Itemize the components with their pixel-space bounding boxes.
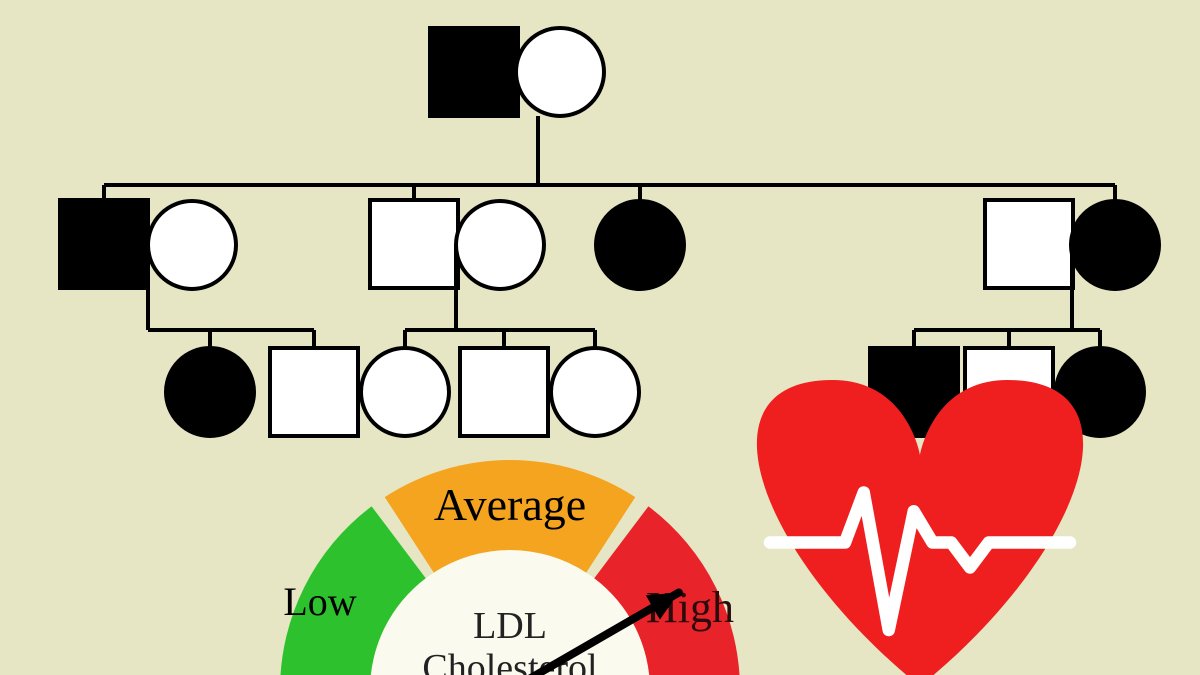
pedigree-female xyxy=(361,348,449,436)
gauge-segment-label: Average xyxy=(434,479,586,530)
pedigree-male xyxy=(370,200,458,288)
pedigree-female xyxy=(148,201,236,289)
gauge-center-label-1: LDL xyxy=(473,605,547,647)
gauge-segment-label: Low xyxy=(283,579,356,624)
pedigree-female xyxy=(1071,201,1159,289)
pedigree-male xyxy=(430,28,518,116)
pedigree-female xyxy=(551,348,639,436)
pedigree-female xyxy=(166,348,254,436)
pedigree-male xyxy=(460,348,548,436)
pedigree-male xyxy=(985,200,1073,288)
pedigree-female xyxy=(456,201,544,289)
pedigree-male xyxy=(270,348,358,436)
pedigree-female xyxy=(516,28,604,116)
pedigree-male xyxy=(60,200,148,288)
pedigree-female xyxy=(596,201,684,289)
infographic-canvas: LowAverageHighLDLCholesterol xyxy=(0,0,1200,675)
